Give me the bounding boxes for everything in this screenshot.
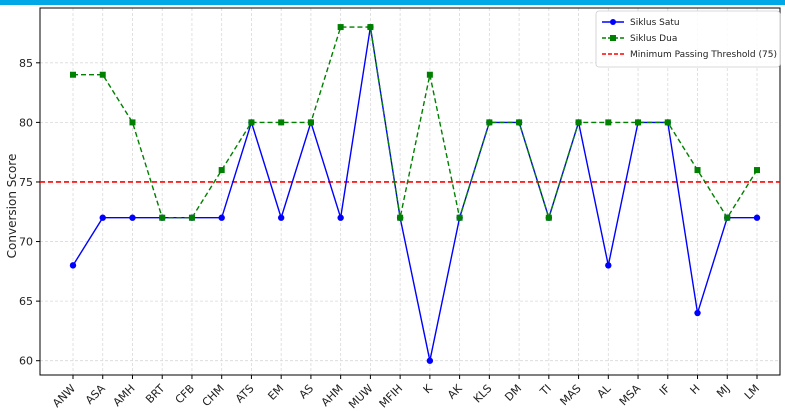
- data-point: [397, 214, 404, 221]
- x-tick-label: MFIH: [377, 382, 406, 411]
- y-tick-label: 80: [19, 116, 33, 129]
- data-point: [129, 214, 136, 221]
- data-point: [605, 262, 612, 269]
- x-tick-label: IF: [657, 382, 673, 398]
- x-tick-label: ATS: [233, 382, 257, 406]
- data-point: [754, 167, 760, 174]
- legend-label: Siklus Dua: [630, 34, 677, 44]
- data-point: [724, 214, 731, 221]
- data-point: [129, 119, 136, 126]
- data-point: [159, 214, 166, 221]
- legend-box: [595, 10, 781, 68]
- data-point: [248, 119, 255, 126]
- x-tick-label: AL: [595, 381, 614, 400]
- series-1: [69, 23, 761, 364]
- data-point: [694, 167, 701, 174]
- data-point: [277, 214, 285, 221]
- data-point: [70, 71, 76, 78]
- y-tick-label: 75: [19, 176, 33, 189]
- data-point: [605, 119, 612, 126]
- data-point: [753, 214, 761, 221]
- data-point: [99, 71, 106, 78]
- x-tick-label: K: [421, 381, 436, 396]
- series-line: [72, 26, 757, 361]
- y-tick-label: 60: [19, 355, 33, 368]
- y-axis-label: Conversion Score: [5, 154, 19, 259]
- top-accent-bar: [0, 0, 785, 5]
- data-point: [278, 119, 285, 126]
- legend-swatch-marker: [610, 35, 616, 41]
- x-tick-label: ANW: [50, 382, 78, 410]
- x-tick-label: AS: [297, 382, 316, 401]
- x-tick-label: BRT: [143, 382, 167, 406]
- data-point: [337, 24, 344, 31]
- y-tick-label: 85: [19, 57, 33, 70]
- y-tick-label: 70: [19, 236, 33, 249]
- data-point: [664, 119, 671, 126]
- grid: [40, 8, 780, 375]
- y-axis: 60 65 70 75 80 85: [19, 57, 40, 368]
- data-point: [635, 119, 642, 126]
- data-point: [426, 357, 434, 364]
- series-line: [73, 26, 758, 221]
- legend-label: Siklus Satu: [630, 18, 680, 28]
- legend-swatch-marker: [610, 19, 616, 25]
- legend-label: Minimum Passing Threshold (75): [630, 50, 777, 60]
- series-2: [70, 24, 760, 221]
- data-point: [456, 214, 463, 221]
- x-tick-label: AHM: [319, 382, 346, 409]
- x-tick-label: MAS: [558, 382, 584, 408]
- data-point: [218, 167, 225, 174]
- x-tick-label: AK: [445, 381, 465, 401]
- x-tick-label: LM: [742, 382, 762, 402]
- data-point: [69, 262, 77, 269]
- x-tick-label: AMH: [111, 382, 138, 409]
- data-point: [337, 214, 344, 221]
- data-point: [516, 119, 523, 126]
- x-tick-label: CFB: [173, 382, 197, 406]
- data-point: [575, 119, 582, 126]
- data-point: [545, 214, 552, 221]
- y-tick-label: 65: [19, 295, 33, 308]
- data-point: [367, 24, 374, 31]
- x-tick-label: TI: [537, 382, 554, 399]
- x-tick-label: CHM: [200, 382, 227, 409]
- data-point: [307, 119, 314, 126]
- data-point: [188, 214, 195, 221]
- x-tick-label: MJ: [714, 382, 732, 400]
- data-point: [99, 214, 106, 221]
- data-point: [486, 119, 493, 126]
- data-point: [426, 71, 433, 78]
- x-tick-label: MSA: [617, 382, 644, 409]
- legend: Siklus Satu Siklus Dua Minimum Passing Thr…: [595, 10, 781, 68]
- plot-frame: [39, 7, 781, 376]
- series: [69, 23, 761, 364]
- x-axis: ANW ASA AMH BRT CFB CHM ATS EM AS AHM MUW MFIH K AK KL…: [50, 375, 762, 411]
- data-point: [218, 214, 225, 221]
- x-tick-label: EM: [265, 382, 286, 403]
- data-point: [694, 309, 701, 317]
- x-tick-label: KLS: [471, 382, 495, 406]
- x-tick-label: ASA: [83, 382, 108, 407]
- x-tick-label: MUW: [346, 382, 375, 411]
- x-tick-label: H: [688, 382, 703, 397]
- x-tick-label: DM: [502, 382, 524, 404]
